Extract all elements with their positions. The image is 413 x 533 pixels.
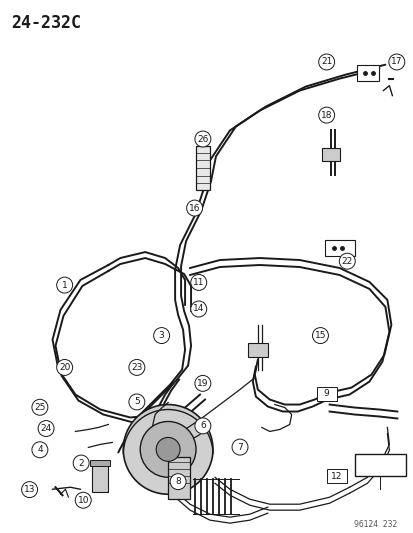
Circle shape <box>195 375 210 391</box>
Circle shape <box>153 328 169 344</box>
Bar <box>316 387 336 401</box>
Circle shape <box>195 131 210 147</box>
Circle shape <box>32 399 48 415</box>
Circle shape <box>318 54 334 70</box>
Circle shape <box>195 418 210 434</box>
Text: 96124  232: 96124 232 <box>353 520 396 529</box>
Text: 4: 4 <box>37 445 43 454</box>
Text: 2: 2 <box>78 458 84 467</box>
Circle shape <box>57 277 72 293</box>
Bar <box>196 147 209 190</box>
Circle shape <box>156 438 180 462</box>
Text: 7: 7 <box>237 442 242 451</box>
Bar <box>321 148 339 161</box>
Text: 18: 18 <box>320 111 332 119</box>
Text: 19: 19 <box>197 379 208 388</box>
Text: 13: 13 <box>24 485 35 494</box>
Circle shape <box>190 274 206 290</box>
Text: 22: 22 <box>341 257 352 265</box>
Text: 8: 8 <box>175 477 180 486</box>
Circle shape <box>318 107 334 123</box>
Bar <box>90 461 110 466</box>
Circle shape <box>186 200 202 216</box>
Text: 3: 3 <box>158 331 164 340</box>
Circle shape <box>73 455 89 471</box>
Circle shape <box>388 54 404 70</box>
Text: 14: 14 <box>192 304 204 313</box>
Circle shape <box>21 482 38 498</box>
Bar <box>168 457 190 499</box>
Text: 6: 6 <box>199 422 205 430</box>
Text: 5: 5 <box>134 398 140 407</box>
Text: 24: 24 <box>40 424 52 433</box>
Circle shape <box>75 492 91 508</box>
Text: 9: 9 <box>323 390 329 399</box>
Text: 15: 15 <box>314 331 325 340</box>
Bar <box>354 454 405 477</box>
Bar <box>357 64 378 80</box>
Circle shape <box>140 422 196 477</box>
Circle shape <box>57 359 72 375</box>
Text: 26: 26 <box>197 134 208 143</box>
Text: 12: 12 <box>330 472 342 481</box>
Circle shape <box>231 439 247 455</box>
Text: 23: 23 <box>131 363 142 372</box>
Bar <box>324 240 354 256</box>
Text: 1: 1 <box>62 280 67 289</box>
Circle shape <box>190 301 206 317</box>
Bar <box>326 470 346 483</box>
Circle shape <box>32 442 48 458</box>
Bar <box>247 343 267 357</box>
Text: 16: 16 <box>188 204 200 213</box>
Circle shape <box>170 474 185 490</box>
Text: 21: 21 <box>320 58 332 67</box>
Text: 10: 10 <box>77 496 89 505</box>
Text: 24-232C: 24-232C <box>11 14 81 32</box>
Text: 11: 11 <box>192 278 204 287</box>
Circle shape <box>312 328 328 344</box>
Circle shape <box>123 405 212 494</box>
Text: 25: 25 <box>34 403 45 412</box>
Bar <box>92 464 108 492</box>
Circle shape <box>38 421 54 437</box>
Circle shape <box>128 359 145 375</box>
Circle shape <box>339 253 354 269</box>
Text: 20: 20 <box>59 363 70 372</box>
Circle shape <box>128 394 145 410</box>
Text: 17: 17 <box>390 58 401 67</box>
